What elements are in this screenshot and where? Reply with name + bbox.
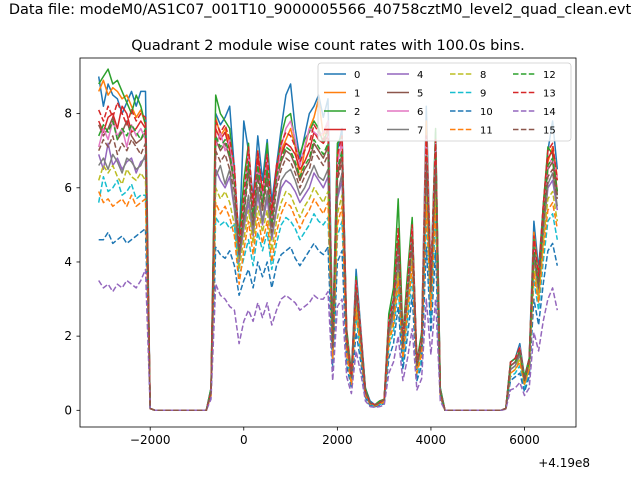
series-line-15 xyxy=(98,135,559,412)
legend-label-15: 15 xyxy=(543,126,556,137)
legend-label-1: 1 xyxy=(354,89,360,100)
legend-label-12: 12 xyxy=(543,70,556,81)
x-tick-label: −2000 xyxy=(130,433,171,447)
legend-label-9: 9 xyxy=(480,89,486,100)
y-tick-label: 4 xyxy=(64,255,72,269)
series-line-10 xyxy=(98,227,559,412)
legend-label-6: 6 xyxy=(417,107,423,118)
figure-title: Data file: modeM0/AS1C07_001T10_90000055… xyxy=(8,2,632,18)
legend-label-14: 14 xyxy=(543,107,556,118)
legend-label-11: 11 xyxy=(480,126,493,137)
x-tick-label: 4000 xyxy=(416,433,447,447)
x-tick-label: 2000 xyxy=(322,433,353,447)
legend-label-0: 0 xyxy=(354,70,360,81)
series-line-13 xyxy=(98,101,559,412)
legend-box xyxy=(317,62,572,142)
series-line-8 xyxy=(97,164,559,412)
legend-label-8: 8 xyxy=(480,70,486,81)
y-tick-label: 2 xyxy=(64,329,72,343)
legend-label-2: 2 xyxy=(354,107,360,118)
y-tick-label: 0 xyxy=(64,403,72,417)
chart-title: Quadrant 2 module wise count rates with … xyxy=(131,38,525,54)
legend-label-10: 10 xyxy=(480,107,493,118)
legend-label-3: 3 xyxy=(354,126,360,137)
y-tick-label: 8 xyxy=(64,107,72,121)
y-tick-label: 6 xyxy=(64,181,72,195)
axes: −2000 0 2000 4000 6000 0 2 4 6 8 xyxy=(64,57,577,447)
legend-label-7: 7 xyxy=(417,126,423,137)
legend-label-13: 13 xyxy=(543,89,556,100)
legend-label-4: 4 xyxy=(417,70,423,81)
x-offset-label: +4.19e8 xyxy=(538,456,590,470)
plot-frame xyxy=(79,57,577,428)
series-line-14 xyxy=(98,268,559,412)
x-tick-label: 6000 xyxy=(509,433,540,447)
legend-label-5: 5 xyxy=(417,89,423,100)
x-tick-label: 0 xyxy=(240,433,248,447)
